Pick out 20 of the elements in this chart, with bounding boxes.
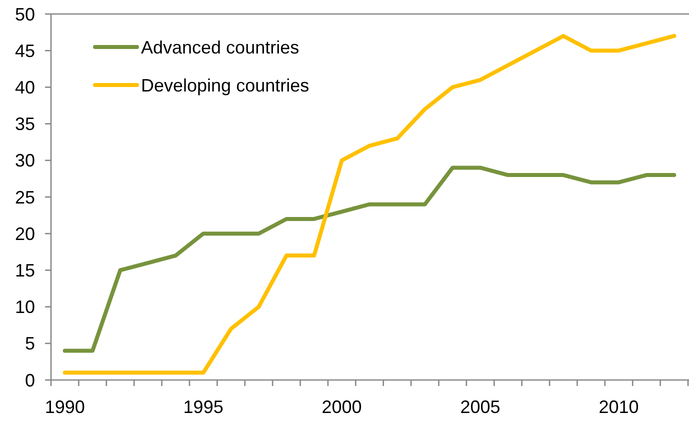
x-tick-label: 2010 bbox=[598, 397, 639, 417]
y-tick-label: 5 bbox=[24, 334, 35, 354]
y-tick-label: 45 bbox=[14, 40, 35, 61]
y-tick-label: 0 bbox=[24, 370, 35, 390]
line-series bbox=[62, 34, 676, 375]
x-tick-label: 2005 bbox=[460, 397, 500, 417]
legend-label: Developing countries bbox=[141, 75, 310, 96]
y-tick-label: 15 bbox=[14, 260, 35, 280]
line-series bbox=[62, 166, 676, 353]
x-tick-label: 1990 bbox=[44, 397, 85, 417]
y-tick-label: 30 bbox=[14, 150, 35, 171]
y-tick-label: 35 bbox=[14, 114, 35, 134]
legend-label: Advanced countries bbox=[141, 37, 300, 58]
y-tick-label: 25 bbox=[14, 187, 35, 208]
x-tick-label: 2000 bbox=[322, 397, 362, 417]
y-tick-label: 40 bbox=[14, 78, 35, 98]
x-tick-label: 1995 bbox=[183, 397, 224, 417]
y-tick-label: 50 bbox=[14, 4, 35, 24]
y-tick-label: 10 bbox=[14, 297, 35, 318]
y-tick-label: 20 bbox=[14, 224, 35, 244]
